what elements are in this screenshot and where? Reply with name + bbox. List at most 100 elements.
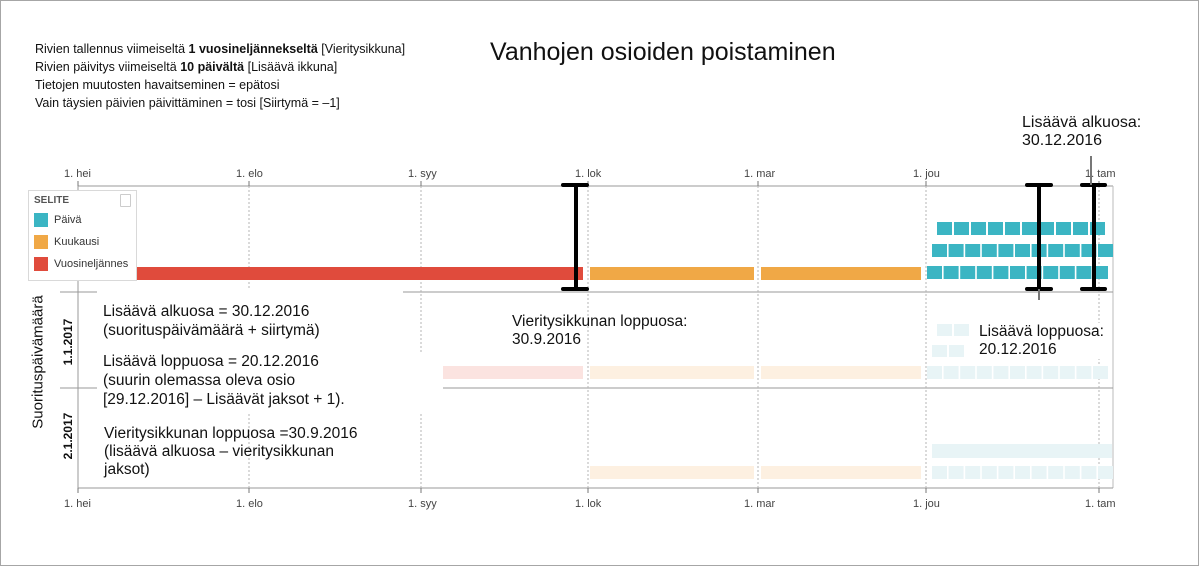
day-partition xyxy=(971,222,986,235)
y-axis-label: Suorituspäivämäärä xyxy=(29,295,47,429)
month-partition-faded xyxy=(590,466,754,479)
month-partition-faded xyxy=(761,366,921,379)
day-partition xyxy=(932,345,947,357)
annotation-line: 30.9.2016 xyxy=(512,331,581,348)
day-partition xyxy=(1039,222,1054,235)
legend-label: Päivä xyxy=(54,213,82,226)
note-rolling-end: Vieritysikkunan loppuosa =30.9.2016 (lis… xyxy=(104,425,358,479)
note-line: Lisäävä loppuosa = 20.12.2016 xyxy=(103,353,319,370)
settings-panel: Rivien tallennus viimeiseltä 1 vuosinelj… xyxy=(35,40,405,112)
tick-label: 1. hei xyxy=(64,168,91,180)
tick-label: 1. mar xyxy=(744,168,776,180)
note-incremental-end: Lisäävä loppuosa = 20.12.2016 (suurin ol… xyxy=(97,352,443,412)
day-partition xyxy=(1059,266,1075,279)
annotation-line: 30.12.2016 xyxy=(1022,132,1103,149)
legend: SELITE Päivä Kuukausi Vuosineljännes xyxy=(28,190,137,281)
tick-label: 1. elo xyxy=(236,498,263,510)
note-line: Lisäävä alkuosa = 30.12.2016 xyxy=(103,303,310,320)
tick-label: 1. lok xyxy=(575,168,602,180)
row-2-1-2017-partitions xyxy=(590,444,1113,479)
day-partitions-row xyxy=(937,222,1105,235)
tick-label: 1. mar xyxy=(744,498,776,510)
legend-swatch xyxy=(34,213,48,227)
day-partition xyxy=(1076,366,1092,379)
day-partitions-faded xyxy=(927,366,1108,379)
annotation-line: Vieritysikkunan loppuosa: xyxy=(512,313,688,330)
settings-line: Rivien päivitys viimeiseltä 10 päivältä … xyxy=(35,58,405,76)
settings-text: Vain täysien päivien päivittäminen = tos… xyxy=(35,96,340,110)
day-partition xyxy=(1076,266,1092,279)
legend-swatch xyxy=(34,257,48,271)
day-partitions-band xyxy=(932,444,1112,458)
day-partition xyxy=(1098,244,1113,257)
quarter-partition-faded xyxy=(438,366,583,379)
day-partitions-row xyxy=(927,266,1108,279)
settings-bold: 10 päivältä xyxy=(180,60,245,74)
settings-line: Tietojen muutosten havaitseminen = epäto… xyxy=(35,76,405,94)
note-incremental-start: Lisäävä alkuosa = 30.12.2016 (suorituspä… xyxy=(97,288,403,364)
day-partition xyxy=(1015,244,1030,257)
day-partition xyxy=(1031,466,1047,479)
day-partition xyxy=(1059,366,1075,379)
tick-label: 1. lok xyxy=(575,498,602,510)
month-partition xyxy=(761,267,921,280)
day-partition xyxy=(1043,266,1059,279)
tick-label: 1. tam xyxy=(1085,168,1116,180)
settings-line: Vain täysien päivien päivittäminen = tos… xyxy=(35,94,405,112)
settings-text: Tietojen muutosten havaitseminen = epäto… xyxy=(35,78,280,92)
day-partition xyxy=(1098,466,1113,479)
day-partition xyxy=(960,266,976,279)
row-current-partitions xyxy=(78,222,1113,280)
tick-label: 1. syy xyxy=(408,498,437,510)
day-partition xyxy=(949,345,964,357)
note-line: (lisäävä alkuosa – vieritysikkunan xyxy=(104,443,335,460)
day-partition xyxy=(976,366,992,379)
tick-label: 1. syy xyxy=(408,168,437,180)
day-partition xyxy=(1010,366,1025,379)
day-partition xyxy=(954,222,969,235)
day-partition xyxy=(981,466,997,479)
row-1-1-2017-partitions xyxy=(438,324,1108,379)
settings-text: Rivien tallennus viimeiseltä xyxy=(35,42,189,56)
day-partition xyxy=(927,366,942,379)
day-partition xyxy=(943,266,959,279)
day-partition xyxy=(965,466,981,479)
day-partition xyxy=(993,366,1009,379)
bottom-tick-labels: 1. hei 1. elo 1. syy 1. lok 1. mar 1. jo… xyxy=(64,498,1116,510)
tick-label: 1. hei xyxy=(64,498,91,510)
marker-incremental-start xyxy=(1080,183,1107,291)
day-partitions-row xyxy=(932,244,1113,257)
tick-label: 1. tam xyxy=(1085,498,1116,510)
day-partition xyxy=(1093,266,1108,279)
day-partition xyxy=(1015,466,1030,479)
day-partition xyxy=(1064,244,1080,257)
settings-text: [Vieritysikkuna] xyxy=(317,42,406,56)
day-partition xyxy=(937,222,952,235)
legend-label: Vuosineljännes xyxy=(54,257,129,270)
annotation-line: Lisäävä loppuosa: xyxy=(979,323,1104,340)
day-partition xyxy=(948,244,964,257)
day-partitions-faded xyxy=(937,324,969,336)
day-partition xyxy=(976,266,992,279)
day-partition xyxy=(1026,366,1042,379)
legend-swatch xyxy=(34,235,48,249)
day-partition xyxy=(932,244,947,257)
annotation-incremental-end: Lisäävä loppuosa: 20.12.2016 xyxy=(977,323,1106,359)
marker-rolling-end xyxy=(561,183,589,291)
day-partition xyxy=(954,324,969,336)
day-partitions-faded xyxy=(932,466,1113,479)
legend-label: Kuukausi xyxy=(54,235,100,248)
day-partition xyxy=(1056,222,1071,235)
legend-item-quarter: Vuosineljännes xyxy=(34,257,128,271)
day-partition xyxy=(932,466,947,479)
row-label: 2.1.2017 xyxy=(61,412,75,460)
day-partitions-faded xyxy=(932,345,964,357)
tick-label: 1. elo xyxy=(236,168,263,180)
note-line: jaksot) xyxy=(104,461,150,478)
month-partition-faded xyxy=(761,466,921,479)
row-label: 1.1.2017 xyxy=(61,318,75,366)
legend-expand-icon[interactable] xyxy=(120,194,131,207)
annotation-incremental-start: Lisäävä alkuosa: 30.12.2016 xyxy=(1022,114,1141,150)
legend-item-month: Kuukausi xyxy=(34,235,99,249)
settings-text: Rivien päivitys viimeiseltä xyxy=(35,60,181,74)
